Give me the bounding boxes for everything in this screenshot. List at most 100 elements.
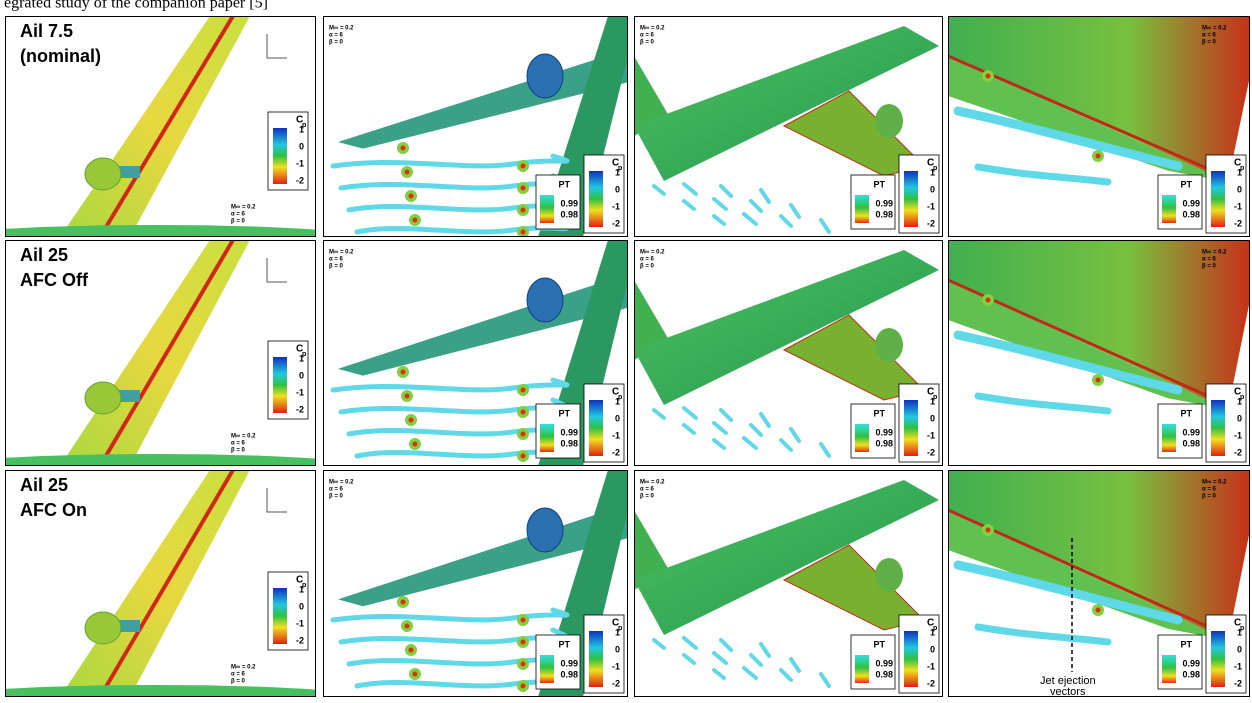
color-bar (1211, 631, 1225, 687)
color-bar (904, 171, 918, 227)
caption: egrated study of the companion paper [5] (4, 0, 268, 12)
flight-condition: M∞ = 0.2 (231, 205, 256, 211)
engine (527, 508, 563, 552)
color-bar (273, 357, 287, 413)
engine (85, 612, 121, 644)
legend-tick: -2 (612, 678, 620, 688)
flight-condition: M∞ = 0.2 (329, 26, 354, 32)
row-label: (nominal) (20, 46, 101, 66)
legend-tick: 1 (615, 396, 620, 406)
vortex-core (401, 370, 406, 375)
legend-tick: -1 (612, 201, 620, 211)
engine (875, 558, 903, 592)
vortex-core (409, 648, 414, 653)
color-bar (1211, 400, 1225, 456)
cfd-panel: PT0.990.98Cp10-1-2M∞ = 0.2α = 6β = 0 (323, 470, 628, 697)
legend-tick: 0 (299, 370, 304, 380)
engine (875, 328, 903, 362)
flight-condition: M∞ = 0.2 (640, 480, 665, 486)
legend-tick: 0.98 (560, 669, 578, 679)
legend-tick: 0 (930, 413, 935, 423)
row-label: Ail 25 (20, 475, 68, 495)
vortex-core (521, 388, 526, 393)
vortex-core (405, 170, 410, 175)
row-label: Ail 25 (20, 245, 68, 265)
legend-tick: -2 (296, 635, 304, 645)
flight-condition: M∞ = 0.2 (640, 250, 665, 256)
legend-tick: 1 (299, 124, 304, 134)
flight-condition: α = 6 (640, 33, 655, 39)
color-bar (589, 631, 603, 687)
legend-tick: -2 (927, 678, 935, 688)
legend-tick: -2 (612, 218, 620, 228)
vortex-core (521, 186, 526, 191)
legend-tick: -1 (296, 158, 304, 168)
flight-condition: α = 6 (231, 441, 246, 447)
color-bar (273, 588, 287, 644)
engine (85, 158, 121, 190)
legend-title: PT (873, 639, 885, 649)
vortex-core (401, 600, 406, 605)
legend-tick: 0.98 (1182, 438, 1200, 448)
cfd-panel: PT0.990.98Cp10-1-2M∞ = 0.2α = 6β = 0 (948, 470, 1250, 697)
legend-tick: 0.98 (1182, 669, 1200, 679)
legend-tick: -1 (1234, 430, 1242, 440)
color-bar (1162, 424, 1176, 452)
legend-tick: -2 (296, 404, 304, 414)
flight-condition: β = 0 (329, 264, 344, 270)
flight-condition: β = 0 (329, 494, 344, 500)
legend-tick: 0.98 (560, 209, 578, 219)
cfd-panel: PT0.990.98Cp10-1-2M∞ = 0.2α = 6β = 0 (634, 470, 943, 697)
flight-condition: β = 0 (1202, 264, 1217, 270)
legend-tick: -2 (296, 175, 304, 185)
flight-condition: M∞ = 0.2 (231, 434, 256, 440)
legend-tick: 0.99 (1182, 427, 1200, 437)
flight-condition: β = 0 (231, 219, 246, 225)
legend-title: PT (558, 179, 570, 189)
flight-condition: M∞ = 0.2 (640, 26, 665, 32)
flight-condition: M∞ = 0.2 (1202, 26, 1227, 32)
vortex-core (409, 418, 414, 423)
flight-condition: M∞ = 0.2 (1202, 480, 1227, 486)
row-label: AFC Off (20, 270, 89, 290)
legend-tick: 0 (299, 601, 304, 611)
legend-title: PT (1180, 639, 1192, 649)
legend-title: PT (1180, 179, 1192, 189)
legend-tick: 0.99 (875, 658, 893, 668)
vortex-core (413, 672, 418, 677)
legend-tick: 0 (1237, 644, 1242, 654)
legend-tick: -2 (1234, 447, 1242, 457)
legend-tick: 0 (615, 413, 620, 423)
vortex-core (409, 194, 414, 199)
flight-condition: β = 0 (231, 448, 246, 454)
color-bar (273, 128, 287, 184)
legend-tick: -1 (927, 201, 935, 211)
flight-condition: α = 6 (329, 487, 344, 493)
color-bar (589, 400, 603, 456)
cfd-panel: PT0.990.98Cp10-1-2M∞ = 0.2α = 6β = 0 (323, 16, 628, 238)
vortex-core (1096, 608, 1101, 613)
cfd-panel: PT0.990.98Cp10-1-2M∞ = 0.2α = 6β = 0 (948, 16, 1250, 237)
flight-condition: α = 6 (329, 257, 344, 263)
legend-tick: -1 (927, 661, 935, 671)
flight-condition: β = 0 (1202, 40, 1217, 46)
flight-condition: α = 6 (329, 33, 344, 39)
legend-title: PT (558, 639, 570, 649)
flight-condition: α = 6 (640, 257, 655, 263)
cfd-panel: PT0.990.98Cp10-1-2M∞ = 0.2α = 6β = 0 (634, 240, 943, 466)
legend-tick: 1 (299, 353, 304, 363)
vortex-core (521, 164, 526, 169)
annotation: vectors (1050, 686, 1086, 698)
legend-tick: -2 (927, 447, 935, 457)
color-bar (855, 195, 869, 223)
flight-condition: M∞ = 0.2 (329, 250, 354, 256)
color-bar (540, 424, 554, 452)
flight-condition: α = 6 (640, 487, 655, 493)
flight-condition: α = 6 (231, 672, 246, 678)
flight-condition: α = 6 (1202, 257, 1217, 263)
row-label: AFC On (20, 500, 87, 520)
flight-condition: α = 6 (1202, 33, 1217, 39)
legend-tick: -2 (1234, 218, 1242, 228)
legend-tick: 0 (615, 184, 620, 194)
legend-tick: 0.99 (560, 658, 578, 668)
